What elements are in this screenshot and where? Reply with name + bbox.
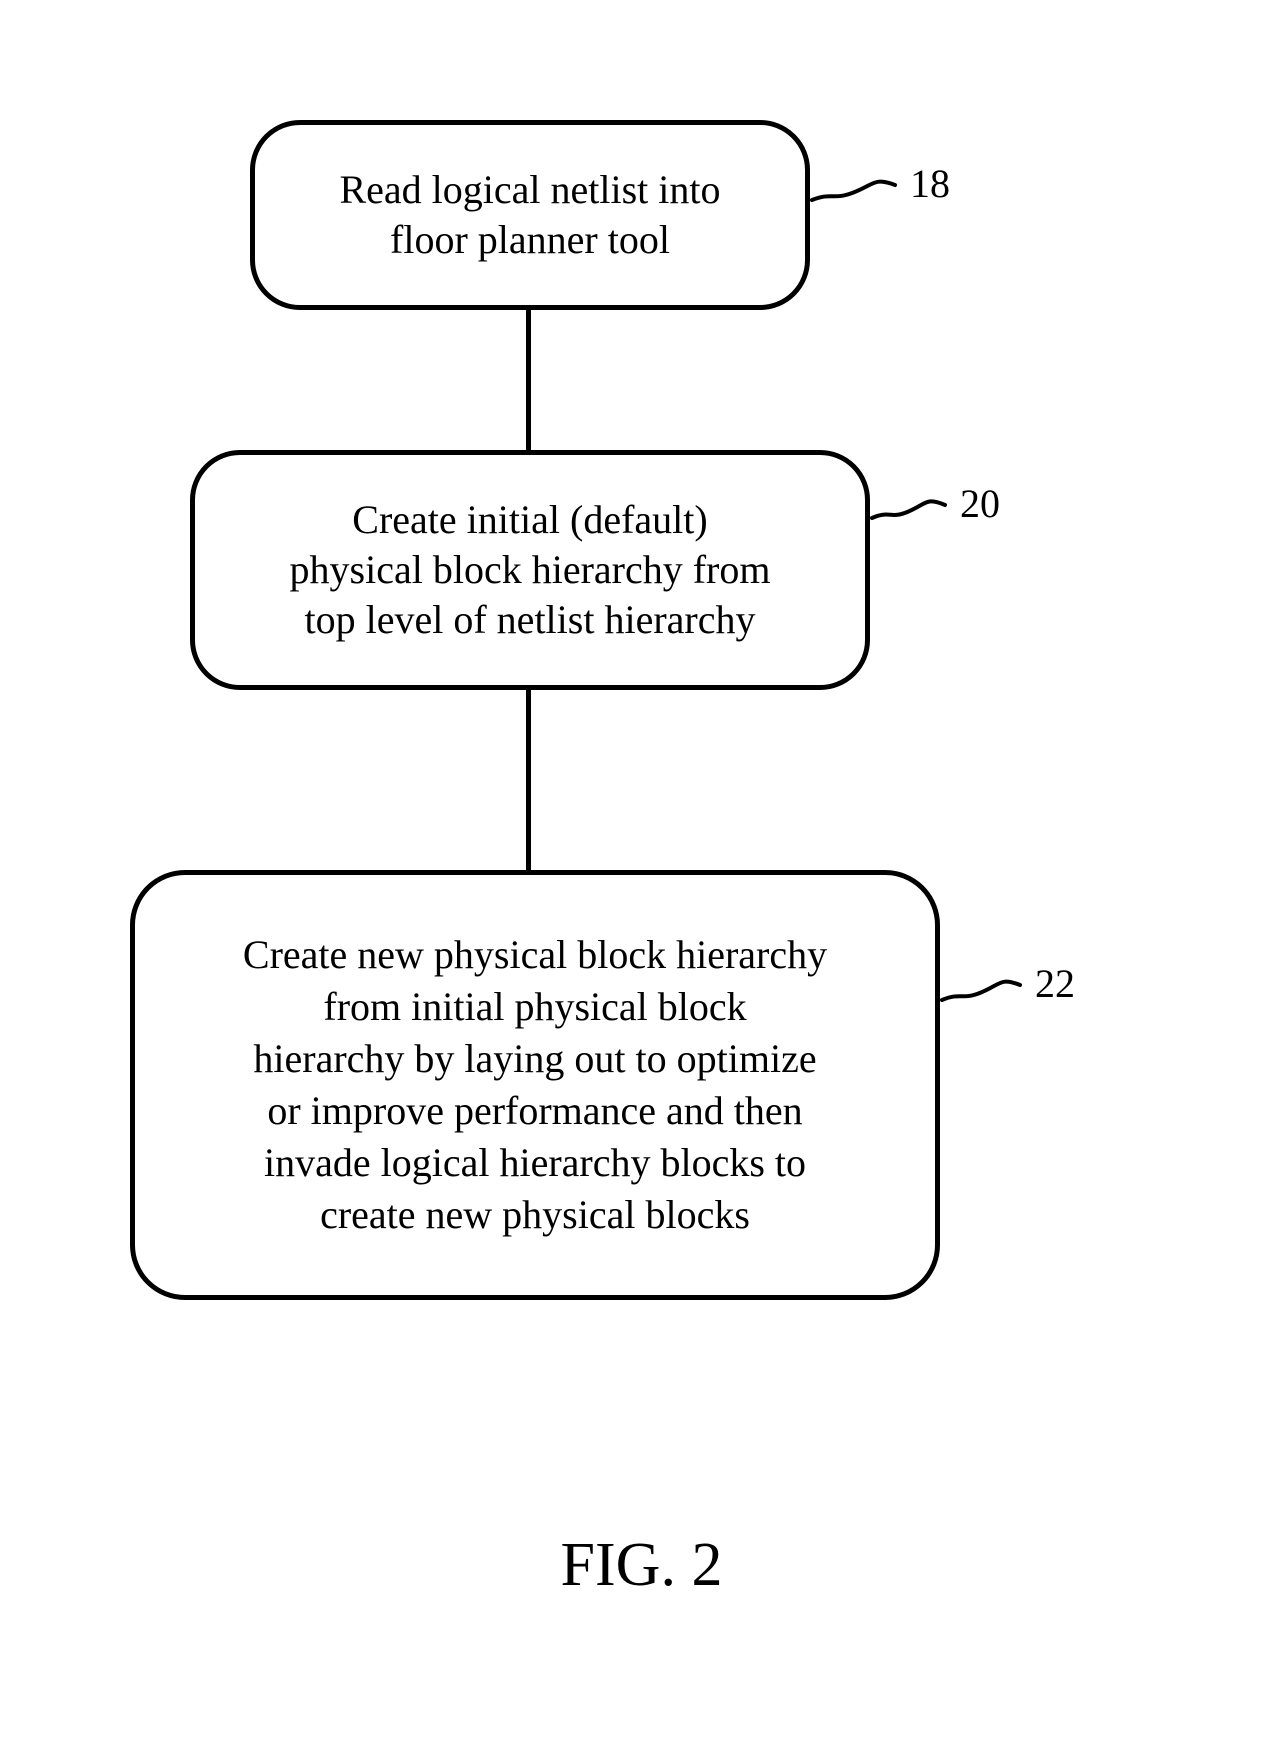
flow-node-20: Create initial (default) physical block … (190, 450, 870, 690)
flowchart-canvas: Read logical netlist into floor planner … (0, 0, 1283, 1743)
flow-node-18-text: Read logical netlist into floor planner … (255, 165, 805, 265)
flow-node-22-text: Create new physical block hierarchy from… (135, 929, 935, 1241)
leader-22 (932, 970, 1030, 1015)
edge-18-20 (526, 310, 531, 450)
ref-label-18: 18 (910, 160, 950, 207)
flow-node-20-text: Create initial (default) physical block … (195, 495, 865, 645)
ref-label-22: 22 (1035, 960, 1075, 1007)
leader-20 (862, 490, 955, 533)
edge-20-22 (526, 690, 531, 870)
figure-caption: FIG. 2 (0, 1530, 1283, 1601)
ref-label-20: 20 (960, 480, 1000, 527)
flow-node-22: Create new physical block hierarchy from… (130, 870, 940, 1300)
flow-node-18: Read logical netlist into floor planner … (250, 120, 810, 310)
leader-18 (802, 170, 905, 215)
